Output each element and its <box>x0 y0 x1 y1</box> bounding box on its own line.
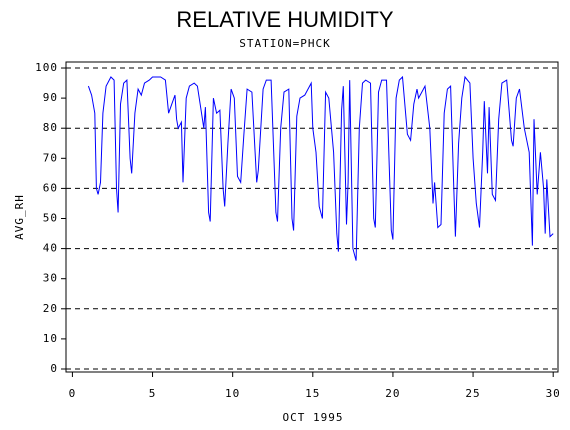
y-tick-label: 10 <box>43 332 58 345</box>
plot-frame <box>65 61 559 373</box>
y-axis-label: AVG_RH <box>13 194 26 240</box>
y-tick-label: 0 <box>50 362 58 375</box>
chart-title: RELATIVE HUMIDITY <box>176 7 394 32</box>
y-tick-label: 20 <box>43 302 58 315</box>
y-tick-label: 100 <box>35 61 58 74</box>
x-axis-label: OCT 1995 <box>283 411 344 424</box>
x-tick-label: 5 <box>149 387 157 400</box>
x-tick-label: 30 <box>546 387 561 400</box>
y-tick-label: 50 <box>43 212 58 225</box>
y-tick-label: 70 <box>43 151 58 164</box>
data-line <box>87 75 554 261</box>
x-tick-label: 0 <box>69 387 77 400</box>
x-tick-label: 10 <box>225 387 240 400</box>
y-tick-label: 90 <box>43 91 58 104</box>
y-tick-label: 60 <box>43 181 58 194</box>
y-tick-label: 30 <box>43 272 58 285</box>
x-tick-label: 20 <box>385 387 400 400</box>
x-tick-label: 25 <box>465 387 480 400</box>
x-tick-label: 15 <box>305 387 320 400</box>
chart-subtitle: STATION=PHCK <box>239 37 330 50</box>
y-tick-label: 80 <box>43 121 58 134</box>
y-tick-label: 40 <box>43 242 58 255</box>
